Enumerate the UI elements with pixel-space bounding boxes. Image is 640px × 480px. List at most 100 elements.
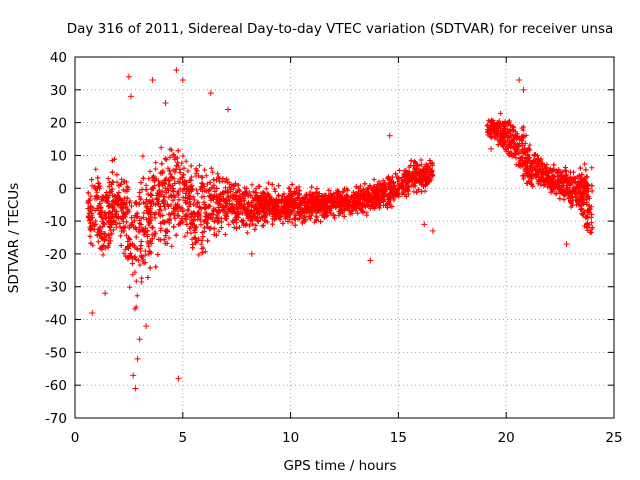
data-point (156, 182, 162, 188)
data-point (156, 207, 162, 213)
data-point (167, 154, 173, 160)
y-tick-label: -60 (45, 378, 67, 394)
data-point (199, 237, 205, 243)
data-point (360, 189, 366, 195)
data-point (322, 198, 328, 204)
data-point (525, 158, 531, 164)
data-point (125, 245, 131, 251)
data-point (127, 222, 133, 228)
y-tick-label: 30 (50, 83, 67, 99)
y-tick-label: 40 (50, 50, 67, 66)
data-point (101, 220, 107, 226)
data-point (570, 202, 576, 208)
data-point (95, 175, 101, 181)
data-point (219, 204, 225, 210)
data-point (116, 183, 122, 189)
data-point (128, 250, 134, 256)
data-point (230, 207, 236, 213)
data-point (561, 197, 567, 203)
data-point (562, 187, 568, 193)
data-point (567, 169, 573, 175)
data-point (105, 192, 111, 198)
outlier-point (134, 355, 141, 362)
data-point (589, 226, 595, 232)
outlier-point (179, 76, 186, 83)
data-point (417, 179, 423, 185)
data-point (505, 130, 511, 136)
data-point (196, 162, 202, 168)
y-tick-label: -40 (45, 313, 67, 329)
data-point (329, 205, 335, 211)
data-point (204, 181, 210, 187)
data-point (184, 187, 190, 193)
data-point (186, 192, 192, 198)
data-point (123, 205, 129, 211)
data-point (396, 191, 402, 197)
data-point (524, 163, 530, 169)
data-point (330, 200, 336, 206)
y-tick-label: -20 (45, 247, 67, 263)
data-point (205, 188, 211, 194)
data-point (375, 186, 381, 192)
data-point (139, 226, 145, 232)
data-point (159, 161, 165, 167)
data-point (414, 189, 420, 195)
data-point (153, 166, 159, 172)
data-point (167, 171, 173, 177)
data-point (160, 183, 166, 189)
data-point (387, 180, 393, 186)
data-point (202, 249, 208, 255)
data-point (189, 219, 195, 225)
data-point (529, 176, 535, 182)
data-point (191, 216, 197, 222)
data-point (132, 306, 138, 312)
data-point (214, 194, 220, 200)
y-tick-label: 20 (50, 116, 67, 132)
data-point (177, 186, 183, 192)
data-point (198, 222, 204, 228)
data-point (174, 159, 180, 165)
data-point (188, 163, 194, 169)
data-point (159, 179, 165, 185)
data-point (508, 122, 514, 128)
data-point (287, 186, 293, 192)
data-point (233, 189, 239, 195)
data-point (331, 212, 337, 218)
data-point (179, 215, 185, 221)
data-point (202, 217, 208, 223)
data-point (322, 213, 328, 219)
data-point (563, 172, 569, 178)
data-point (214, 186, 220, 192)
data-point (142, 248, 148, 254)
data-point (131, 218, 137, 224)
data-point (577, 165, 583, 171)
data-point (201, 225, 207, 231)
data-point (149, 225, 155, 231)
data-point (222, 231, 228, 237)
data-point (314, 214, 320, 220)
data-point (249, 200, 255, 206)
data-point (367, 197, 373, 203)
data-point (429, 162, 435, 168)
data-point (537, 177, 543, 183)
y-tick-label: -10 (45, 214, 67, 230)
data-point (161, 220, 167, 226)
data-point (145, 210, 151, 216)
data-point (231, 224, 237, 230)
data-point (519, 157, 525, 163)
data-point (583, 167, 589, 173)
data-point (145, 275, 151, 281)
data-point (97, 224, 103, 230)
data-point (425, 177, 431, 183)
data-point (162, 206, 168, 212)
data-point (256, 183, 262, 189)
data-point (220, 195, 226, 201)
data-point (178, 205, 184, 211)
data-point (146, 251, 152, 257)
data-point (214, 215, 220, 221)
data-point (373, 189, 379, 195)
data-point (165, 228, 171, 234)
data-point (146, 176, 152, 182)
data-point (385, 174, 391, 180)
data-point (137, 220, 143, 226)
